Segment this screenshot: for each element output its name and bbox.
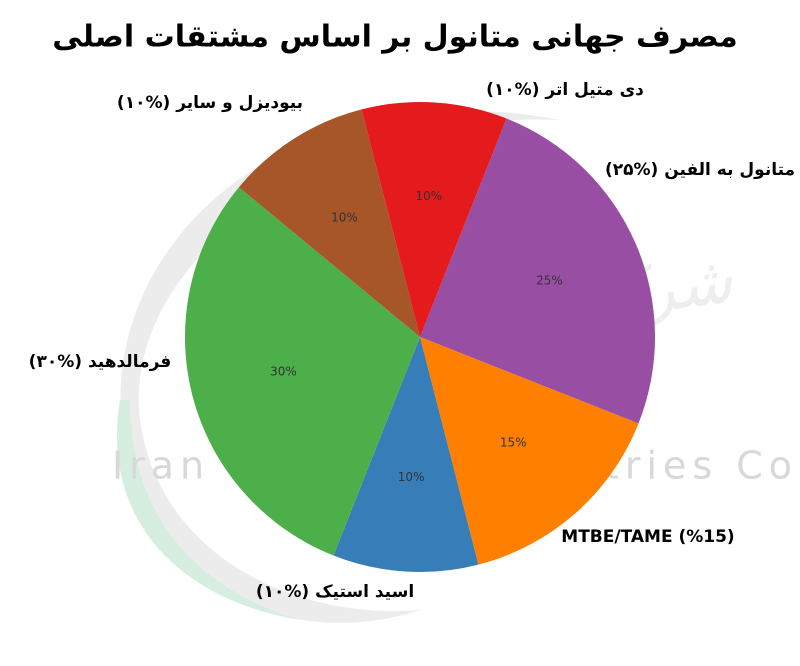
slice-category-label: دی متیل اتر (%۱۰) [486, 80, 644, 100]
pie-slice [361, 101, 507, 337]
slice-category-label: فرمالدهید (%۳۰) [29, 352, 172, 372]
slice-percent-label: 25% [536, 274, 563, 288]
slice-category-label: MTBE/TAME (%15) [561, 527, 734, 547]
pie-slice [184, 187, 420, 556]
slice-percent-label: 30% [270, 365, 297, 379]
slice-percent-label: 15% [500, 435, 527, 449]
slice-category-label: بیودیزل و سایر (%۱۰) [117, 93, 303, 113]
slice-percent-label: 10% [416, 189, 443, 203]
pie: 25% 15% 10% 30% 10% 10% [184, 101, 656, 573]
slice-percent-label: 10% [398, 470, 425, 484]
watermark-swoosh [116, 400, 300, 620]
slice-category-label: اسید استیک (%۱۰) [256, 582, 414, 602]
chart-title: مصرف جهانی متانول بر اساس مشتقات اصلی [52, 20, 737, 55]
slice-category-label: متانول به الفین (%۲۵) [605, 160, 795, 180]
pie-slice [420, 118, 656, 424]
pie-slice [238, 109, 420, 337]
pie-slice [420, 337, 639, 565]
pie-slice [333, 337, 479, 573]
slice-percent-label: 10% [331, 210, 358, 224]
